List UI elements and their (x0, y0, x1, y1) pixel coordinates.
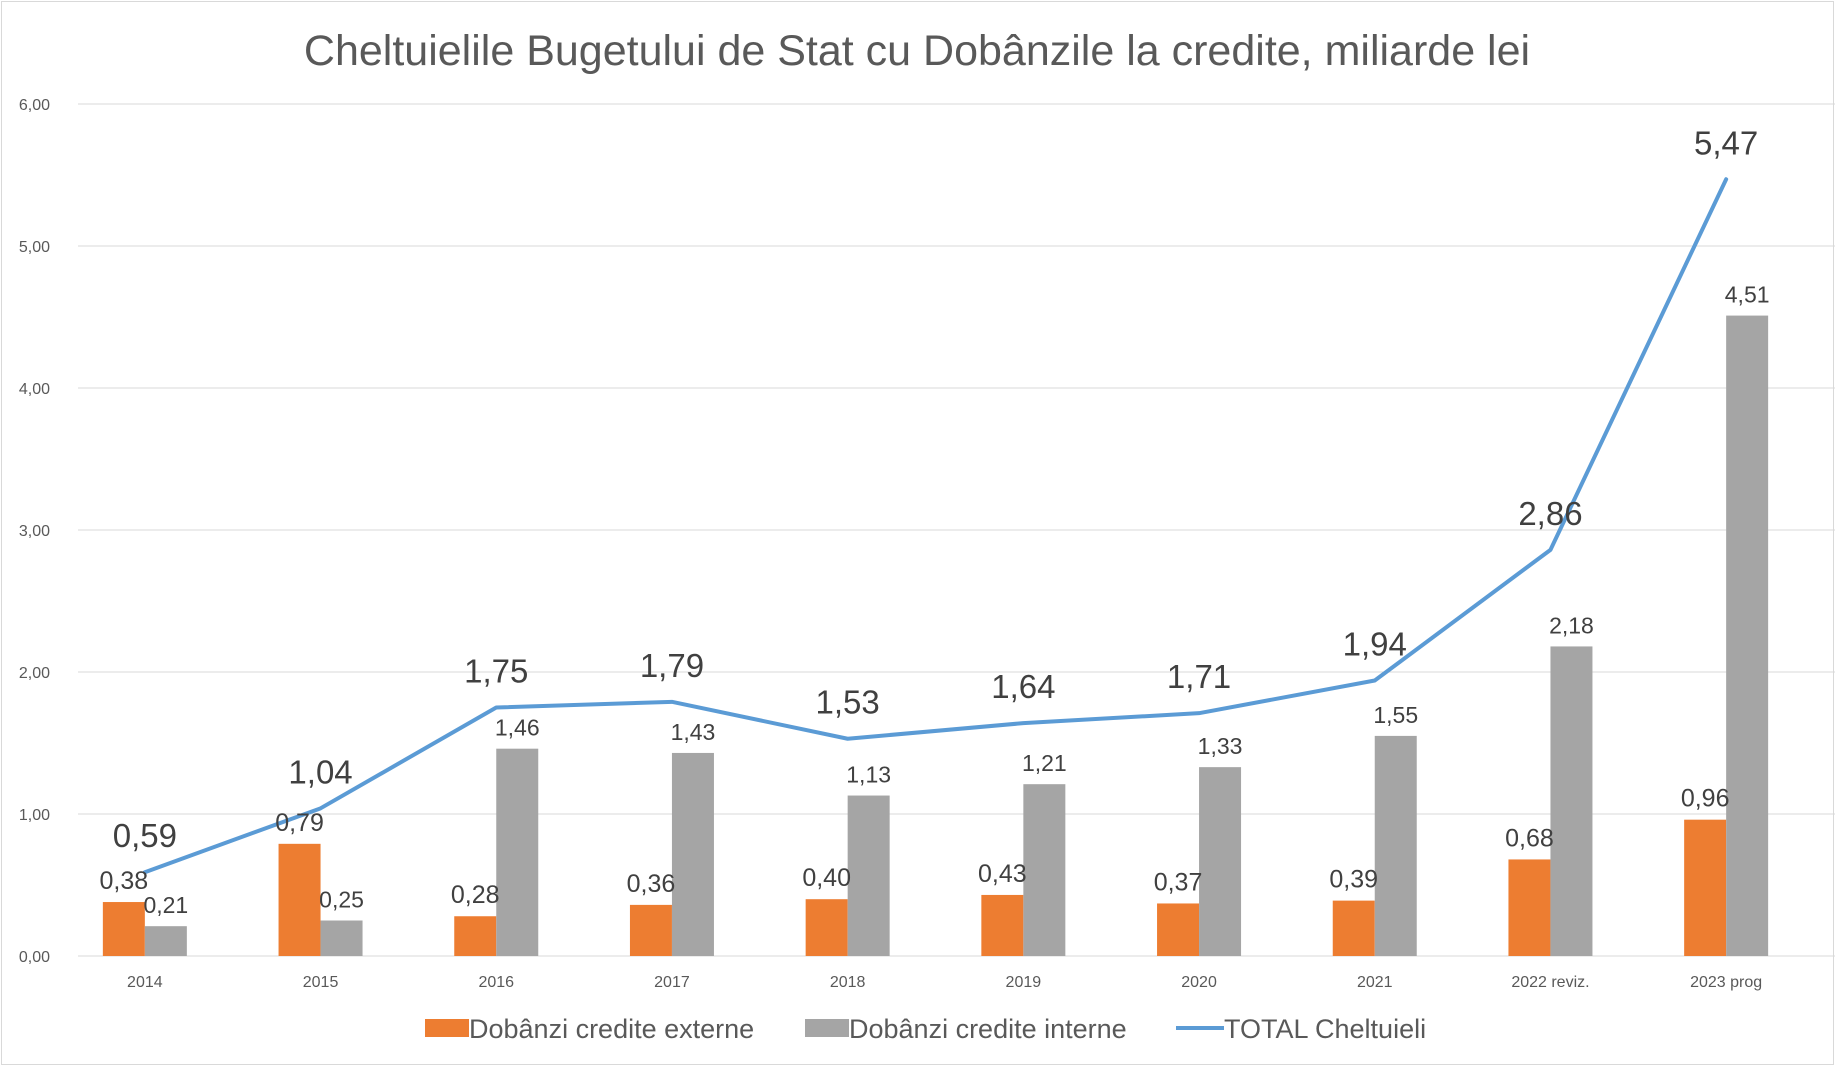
label-interne-7: 1,55 (1373, 702, 1418, 728)
xtick-label-3: 2017 (654, 974, 690, 991)
xtick-label-5: 2019 (1006, 974, 1042, 991)
label-total-7: 1,94 (1343, 626, 1407, 663)
legend-swatch-externe (425, 1019, 469, 1037)
xtick-label-4: 2018 (830, 974, 866, 991)
label-externe-7: 0,39 (1329, 866, 1378, 894)
bar-interne-1 (320, 920, 363, 956)
legend-swatch-interne (805, 1019, 849, 1037)
line-total (142, 177, 1729, 875)
label-interne-5: 1,21 (1022, 750, 1067, 776)
label-total-5: 1,64 (991, 668, 1055, 705)
xtick-label-6: 2020 (1181, 974, 1217, 991)
bar-externe-5 (981, 894, 1024, 956)
label-total-0: 0,59 (113, 817, 177, 854)
bar-externe-9 (1684, 819, 1727, 956)
label-externe-9: 0,96 (1681, 785, 1730, 813)
label-interne-2: 1,46 (495, 715, 540, 741)
bar-interne-2 (496, 748, 539, 956)
label-interne-4: 1,13 (846, 762, 891, 788)
bars-layer (102, 315, 1769, 957)
bar-interne-4 (847, 795, 890, 956)
label-interne-8: 2,18 (1549, 612, 1594, 638)
labels-layer: 0,380,21 0,79 0,25 0,28 1,46 0,36 1,43 0,40 1,13… (100, 124, 1770, 918)
bar-interne-7 (1374, 735, 1417, 956)
bar-externe-0 (102, 902, 145, 956)
bar-externe-7 (1332, 900, 1375, 956)
label-externe-1: 0,79 (275, 809, 324, 837)
ytick-label-0: 0,00 (19, 949, 50, 966)
ytick-label-5: 5,00 (19, 239, 50, 256)
legend-label-interne: Dobânzi credite interne (849, 1014, 1127, 1044)
legend-label-externe: Dobânzi credite externe (469, 1014, 754, 1044)
label-externe-0: 0,38 (100, 867, 149, 895)
bar-externe-4 (805, 899, 848, 956)
bar-interne-3 (671, 752, 714, 956)
chart-title: Cheltuielile Bugetului de Stat cu Dobânz… (304, 27, 1530, 75)
ytick-label-4: 4,00 (19, 381, 50, 398)
label-total-2: 1,75 (464, 653, 528, 690)
bar-externe-2 (454, 916, 497, 956)
bar-externe-8 (1508, 859, 1551, 956)
bar-interne-0 (144, 926, 187, 956)
label-total-3: 1,79 (640, 647, 704, 684)
label-interne-1: 0,25 (319, 887, 364, 913)
label-total-9: 5,47 (1694, 124, 1758, 161)
label-interne-6: 1,33 (1198, 733, 1243, 759)
bar-interne-9 (1726, 315, 1769, 957)
ytick-label-6: 6,00 (19, 97, 50, 114)
label-interne-0: 0,21 (143, 892, 188, 918)
label-externe-8: 0,68 (1505, 824, 1554, 852)
bar-interne-6 (1199, 767, 1242, 956)
label-interne-9: 4,51 (1725, 282, 1770, 308)
xtick-label-1: 2015 (303, 974, 339, 991)
label-externe-6: 0,37 (1154, 868, 1203, 896)
label-total-4: 1,53 (816, 684, 880, 721)
line-layer (142, 177, 1729, 875)
legend: Dobânzi credite externe Dobânzi credite … (425, 1014, 1426, 1044)
label-externe-3: 0,36 (627, 870, 676, 898)
ytick-label-3: 3,00 (19, 523, 50, 540)
label-total-1: 1,04 (288, 753, 352, 790)
bar-interne-8 (1550, 646, 1593, 956)
bar-externe-6 (1157, 903, 1200, 956)
label-total-8: 2,86 (1518, 495, 1582, 532)
bar-externe-1 (278, 843, 321, 956)
ytick-label-1: 1,00 (19, 807, 50, 824)
bar-interne-5 (1023, 784, 1066, 956)
label-externe-5: 0,43 (978, 860, 1027, 888)
label-interne-3: 1,43 (671, 719, 716, 745)
xtick-label-2: 2016 (478, 974, 514, 991)
xtick-label-9: 2023 prog (1690, 974, 1762, 991)
xtick-label-7: 2021 (1357, 974, 1393, 991)
label-total-6: 1,71 (1167, 658, 1231, 695)
xtick-label-0: 2014 (127, 974, 163, 991)
bar-externe-3 (629, 904, 672, 956)
legend-label-total: TOTAL Cheltuieli (1224, 1014, 1426, 1044)
xtick-label-8: 2022 reviz. (1511, 974, 1589, 991)
ytick-label-2: 2,00 (19, 665, 50, 682)
label-externe-4: 0,40 (802, 864, 851, 892)
label-externe-2: 0,28 (451, 881, 500, 909)
